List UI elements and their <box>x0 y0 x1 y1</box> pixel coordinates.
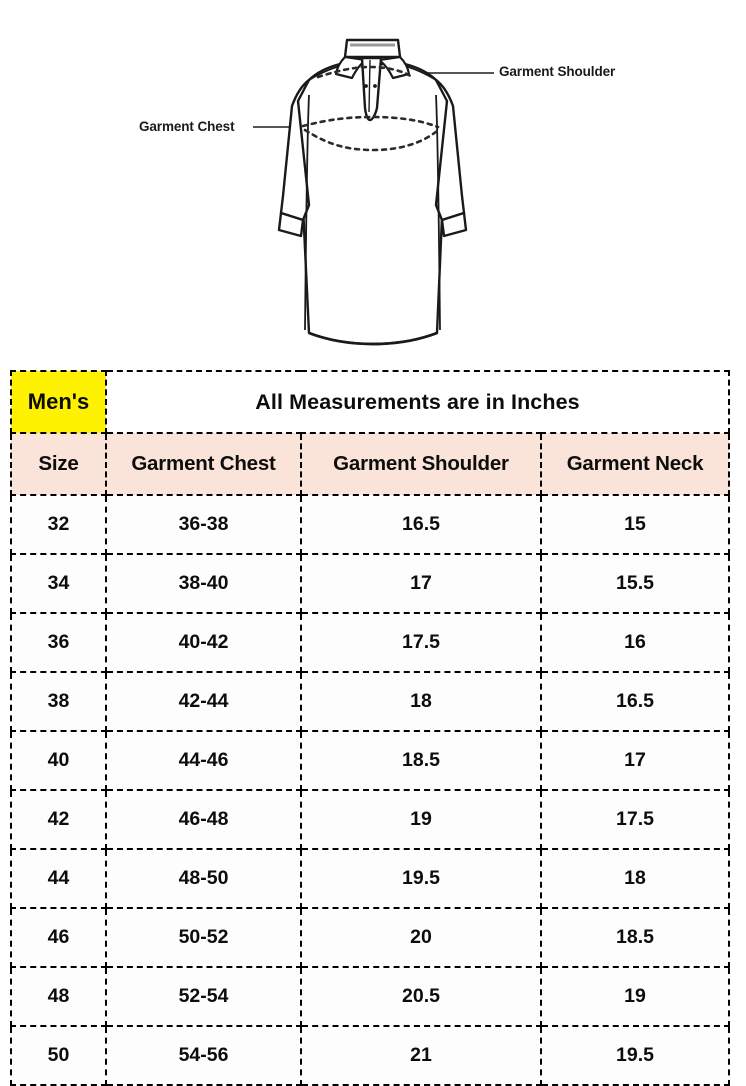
cell-size: 40 <box>10 730 107 791</box>
cell-neck: 16.5 <box>540 671 730 732</box>
measure-guide-chest-top <box>301 115 440 129</box>
cell-size: 48 <box>10 966 107 1027</box>
cell-shoulder: 18.5 <box>300 730 542 791</box>
cell-size: 42 <box>10 789 107 850</box>
cell-shoulder: 18 <box>300 671 542 732</box>
cell-shoulder: 20 <box>300 907 542 968</box>
garment-illustration: Garment Chest Garment Shoulder <box>0 0 746 360</box>
column-header-garment-chest: Garment Chest <box>105 432 302 496</box>
garment-placket <box>360 56 383 122</box>
table-row: 48 52-54 20.5 19 <box>10 966 730 1027</box>
garment-seam-right <box>435 94 441 331</box>
table-header-row: Size Garment Chest Garment Shoulder Garm… <box>10 432 730 496</box>
cell-size: 36 <box>10 612 107 673</box>
table-row: 50 54-56 21 19.5 <box>10 1025 730 1086</box>
table-row: 36 40-42 17.5 16 <box>10 612 730 673</box>
garment-collar-band <box>343 38 402 59</box>
column-header-garment-neck: Garment Neck <box>540 432 730 496</box>
column-header-size: Size <box>10 432 107 496</box>
cell-shoulder: 20.5 <box>300 966 542 1027</box>
table-row: 42 46-48 19 17.5 <box>10 789 730 850</box>
garment-seam-left <box>304 94 310 331</box>
cell-size: 44 <box>10 848 107 909</box>
table-row: 40 44-46 18.5 17 <box>10 730 730 791</box>
cell-chest: 40-42 <box>105 612 302 673</box>
cell-chest: 50-52 <box>105 907 302 968</box>
cell-neck: 16 <box>540 612 730 673</box>
cell-neck: 17.5 <box>540 789 730 850</box>
cell-chest: 38-40 <box>105 553 302 614</box>
garment-button-upper-icon <box>364 84 368 88</box>
units-note-cell: All Measurements are in Inches <box>105 370 730 434</box>
size-chart-body: Men's All Measurements are in Inches Siz… <box>10 370 730 1086</box>
table-row: 32 36-38 16.5 15 <box>10 494 730 555</box>
table-row: 38 42-44 18 16.5 <box>10 671 730 732</box>
measure-guide-chest-bottom <box>303 128 439 152</box>
cell-chest: 44-46 <box>105 730 302 791</box>
measure-guide-shoulder <box>316 65 414 79</box>
cell-size: 46 <box>10 907 107 968</box>
cell-neck: 15 <box>540 494 730 555</box>
garment-hem <box>308 331 438 346</box>
cell-neck: 18 <box>540 848 730 909</box>
table-title-row: Men's All Measurements are in Inches <box>10 370 730 434</box>
cell-shoulder: 19.5 <box>300 848 542 909</box>
cell-shoulder: 16.5 <box>300 494 542 555</box>
garment-cuff-right <box>440 211 468 238</box>
garment-cuff-left <box>277 211 305 238</box>
cell-chest: 46-48 <box>105 789 302 850</box>
cell-shoulder: 17.5 <box>300 612 542 673</box>
size-chart-table: Men's All Measurements are in Inches Siz… <box>10 370 730 1086</box>
cell-chest: 48-50 <box>105 848 302 909</box>
cell-chest: 54-56 <box>105 1025 302 1086</box>
cell-size: 32 <box>10 494 107 555</box>
garment-placket-center-line <box>368 59 371 113</box>
cell-shoulder: 21 <box>300 1025 542 1086</box>
cell-shoulder: 17 <box>300 553 542 614</box>
cell-size: 34 <box>10 553 107 614</box>
category-label-cell: Men's <box>10 370 107 434</box>
table-row: 46 50-52 20 18.5 <box>10 907 730 968</box>
cell-chest: 36-38 <box>105 494 302 555</box>
garment-button-lower-icon <box>373 84 377 88</box>
column-header-garment-shoulder: Garment Shoulder <box>300 432 542 496</box>
cell-neck: 19.5 <box>540 1025 730 1086</box>
cell-neck: 17 <box>540 730 730 791</box>
cell-chest: 42-44 <box>105 671 302 732</box>
cell-neck: 18.5 <box>540 907 730 968</box>
cell-chest: 52-54 <box>105 966 302 1027</box>
label-garment-shoulder: Garment Shoulder <box>499 64 616 79</box>
cell-neck: 15.5 <box>540 553 730 614</box>
garment-sleeve-left <box>279 78 311 222</box>
table-row: 34 38-40 17 15.5 <box>10 553 730 614</box>
cell-shoulder: 19 <box>300 789 542 850</box>
cell-neck: 19 <box>540 966 730 1027</box>
table-row: 44 48-50 19.5 18 <box>10 848 730 909</box>
garment-sleeve-right <box>434 78 466 222</box>
garment-diagram-svg <box>253 38 494 346</box>
label-garment-chest: Garment Chest <box>139 119 235 134</box>
cell-size: 38 <box>10 671 107 732</box>
cell-size: 50 <box>10 1025 107 1086</box>
